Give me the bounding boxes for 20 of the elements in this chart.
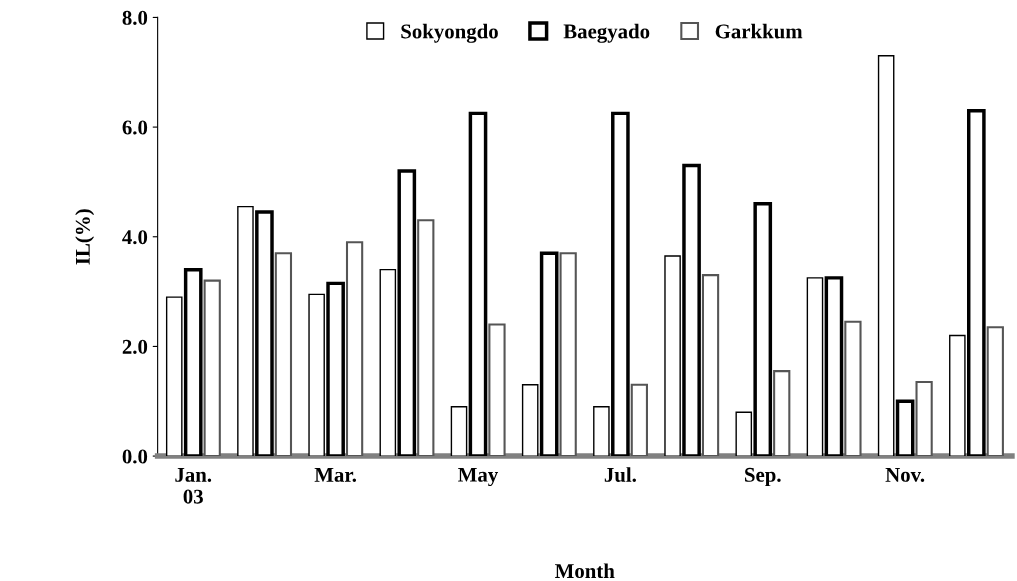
bar (877, 55, 895, 457)
x-axis-title: Month (555, 563, 615, 579)
x-tick-label: Jul. (604, 467, 636, 482)
bar (806, 277, 824, 457)
legend-label: Garkkum (715, 23, 803, 39)
x-tick-label: Sep. (745, 467, 781, 487)
legend-label: Sokyongdo (401, 23, 498, 43)
y-tick-label: 4.0 (122, 230, 148, 245)
bar (521, 384, 539, 457)
legend-label: Baegyado (563, 23, 650, 43)
bar (450, 406, 468, 457)
x-tick-label: Nov. (885, 468, 925, 482)
x-tick-label: Mar. (314, 468, 357, 482)
y-tick-label: 2.0 (122, 339, 148, 354)
y-tick-label: 8.0 (122, 10, 148, 25)
y-axis-title: IL(%) (75, 209, 95, 265)
y-tick-label: 6.0 (122, 120, 148, 135)
x-tick-label: Jan. 03 (175, 468, 212, 504)
x-tick-label: May (458, 467, 499, 487)
y-tick-label: 0.0 (122, 449, 148, 464)
